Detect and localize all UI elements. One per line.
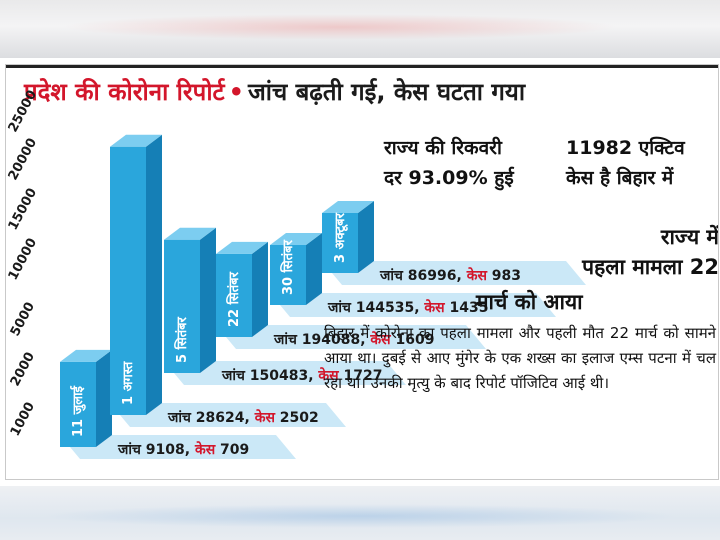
case-value: 1609 (396, 332, 435, 348)
bar-top-face (110, 134, 162, 147)
case-value: 1435 (450, 300, 489, 316)
bars: 11 जुलाई 1 अगस्त 5 सितंबर 22 सितंबर 30 सितंब… (60, 134, 374, 447)
test-value: 28624, (196, 410, 255, 426)
bar-side-face (146, 134, 162, 415)
data-label: जांच 9108, केस 709 (117, 441, 249, 458)
case-value: 1727 (344, 368, 383, 384)
chart-title: प्रदेश की कोरोना रिपोर्ट • जांच बढ़ती गई, … (24, 75, 525, 108)
bar-front-face (110, 146, 146, 415)
case-value: 2502 (280, 410, 319, 426)
data-label: जांच 150483, केस 1727 (221, 367, 382, 384)
recovery-line-1: राज्य की रिकवरी (384, 137, 502, 159)
bar-category-label: 30 सितंबर (280, 239, 296, 295)
bar-front-face (270, 245, 306, 305)
active-line-1: 11982 एक्टिव (566, 137, 685, 159)
case-word: केस (254, 409, 280, 426)
bar-category-label: 1 अगस्त (121, 361, 136, 405)
bar: 22 सितंबर (216, 241, 268, 337)
label-strip (60, 435, 296, 459)
title-part-1: प्रदेश की कोरोना रिपोर्ट (24, 78, 225, 106)
bar-side-face (96, 349, 112, 447)
y-tick-label: 15000 (6, 186, 40, 233)
bar-category-label: 5 सितंबर (174, 316, 190, 363)
infographic-card: प्रदेश की कोरोना रिपोर्ट • जांच बढ़ती गई, … (5, 64, 719, 480)
bar: 3 अक्टूबर (322, 201, 374, 273)
bar-top-face (216, 241, 268, 254)
test-word: जांच (327, 300, 356, 316)
bar-top-face (270, 233, 322, 245)
bar: 1 अगस्त (110, 134, 162, 415)
active-cases-panel: 11982 एक्टिव केस है बिहार में (566, 133, 716, 193)
top-rule (6, 65, 718, 68)
y-tick-label: 5000 (8, 300, 38, 339)
title-separator: • (228, 78, 244, 106)
bar-front-face (322, 213, 358, 273)
label-strip (216, 325, 486, 349)
first-case-heading: राज्य में पहला मामला 22 (554, 222, 719, 282)
y-tick-label: 25000 (6, 88, 40, 135)
first-case-heading-line-3: मार्च को आया (476, 290, 583, 314)
label-strip (270, 293, 556, 317)
first-case-line-1: राज्य में (660, 225, 719, 249)
test-word: जांच (221, 368, 250, 384)
y-tick-label: 2000 (8, 350, 38, 389)
data-label: जांच 28624, केस 2502 (167, 409, 319, 426)
case-word: केस (466, 267, 492, 284)
test-value: 150483, (250, 368, 319, 384)
blurred-background-bottom (0, 486, 720, 540)
bar-category-label: 11 जुलाई (70, 385, 86, 437)
label-strip (110, 403, 346, 427)
bar-side-face (200, 227, 216, 373)
label-strip (322, 261, 586, 285)
test-word: जांच (117, 442, 146, 458)
data-label: जांच 86996, केस 983 (379, 267, 521, 284)
test-value: 194088, (302, 332, 371, 348)
bar: 5 सितंबर (164, 227, 216, 373)
y-tick-label: 1000 (8, 400, 38, 439)
active-line-2: केस है बिहार में (566, 167, 674, 189)
test-value: 86996, (408, 268, 467, 284)
case-value: 983 (492, 268, 521, 284)
case-word: केस (194, 441, 220, 458)
y-tick-label: 10000 (6, 236, 40, 283)
bar-front-face (216, 253, 252, 337)
story-paragraph: बिहार में कोरोना का पहला मामला और पहली म… (324, 324, 716, 392)
data-label: जांच 194088, केस 1609 (273, 331, 434, 348)
bar-top-face (322, 201, 374, 213)
case-word: केस (317, 367, 343, 384)
bar-side-face (358, 201, 374, 273)
case-value: 709 (220, 442, 249, 458)
test-value: 144535, (356, 300, 425, 316)
bar-top-face (164, 227, 216, 240)
bar: 11 जुलाई (60, 349, 112, 447)
label-strips (60, 261, 586, 459)
bar-front-face (164, 239, 200, 373)
data-label: जांच 144535, केस 1435 (327, 299, 488, 316)
case-word: केस (423, 299, 449, 316)
bar-side-face (306, 233, 322, 305)
bar-category-label: 3 अक्टूबर (333, 212, 348, 263)
test-word: जांच (167, 410, 196, 426)
label-strip (164, 361, 406, 385)
test-word: जांच (379, 268, 408, 284)
bar-top-face (60, 349, 112, 362)
test-value: 9108, (146, 442, 195, 458)
title-part-2: जांच बढ़ती गई, केस घटता गया (247, 78, 526, 106)
bar-side-face (252, 241, 268, 337)
recovery-line-2: दर 93.09% हुई (384, 167, 514, 189)
blurred-background-top (0, 0, 720, 58)
test-word: जांच (273, 332, 302, 348)
y-tick-label: 20000 (6, 136, 40, 183)
bar-category-label: 22 सितंबर (226, 271, 242, 327)
case-word: केस (369, 331, 395, 348)
first-case-line-2: पहला मामला 22 (582, 255, 719, 279)
recovery-panel: राज्य की रिकवरी दर 93.09% हुई (384, 133, 554, 193)
bar: 30 सितंबर (270, 233, 322, 305)
bar-front-face (60, 361, 96, 447)
